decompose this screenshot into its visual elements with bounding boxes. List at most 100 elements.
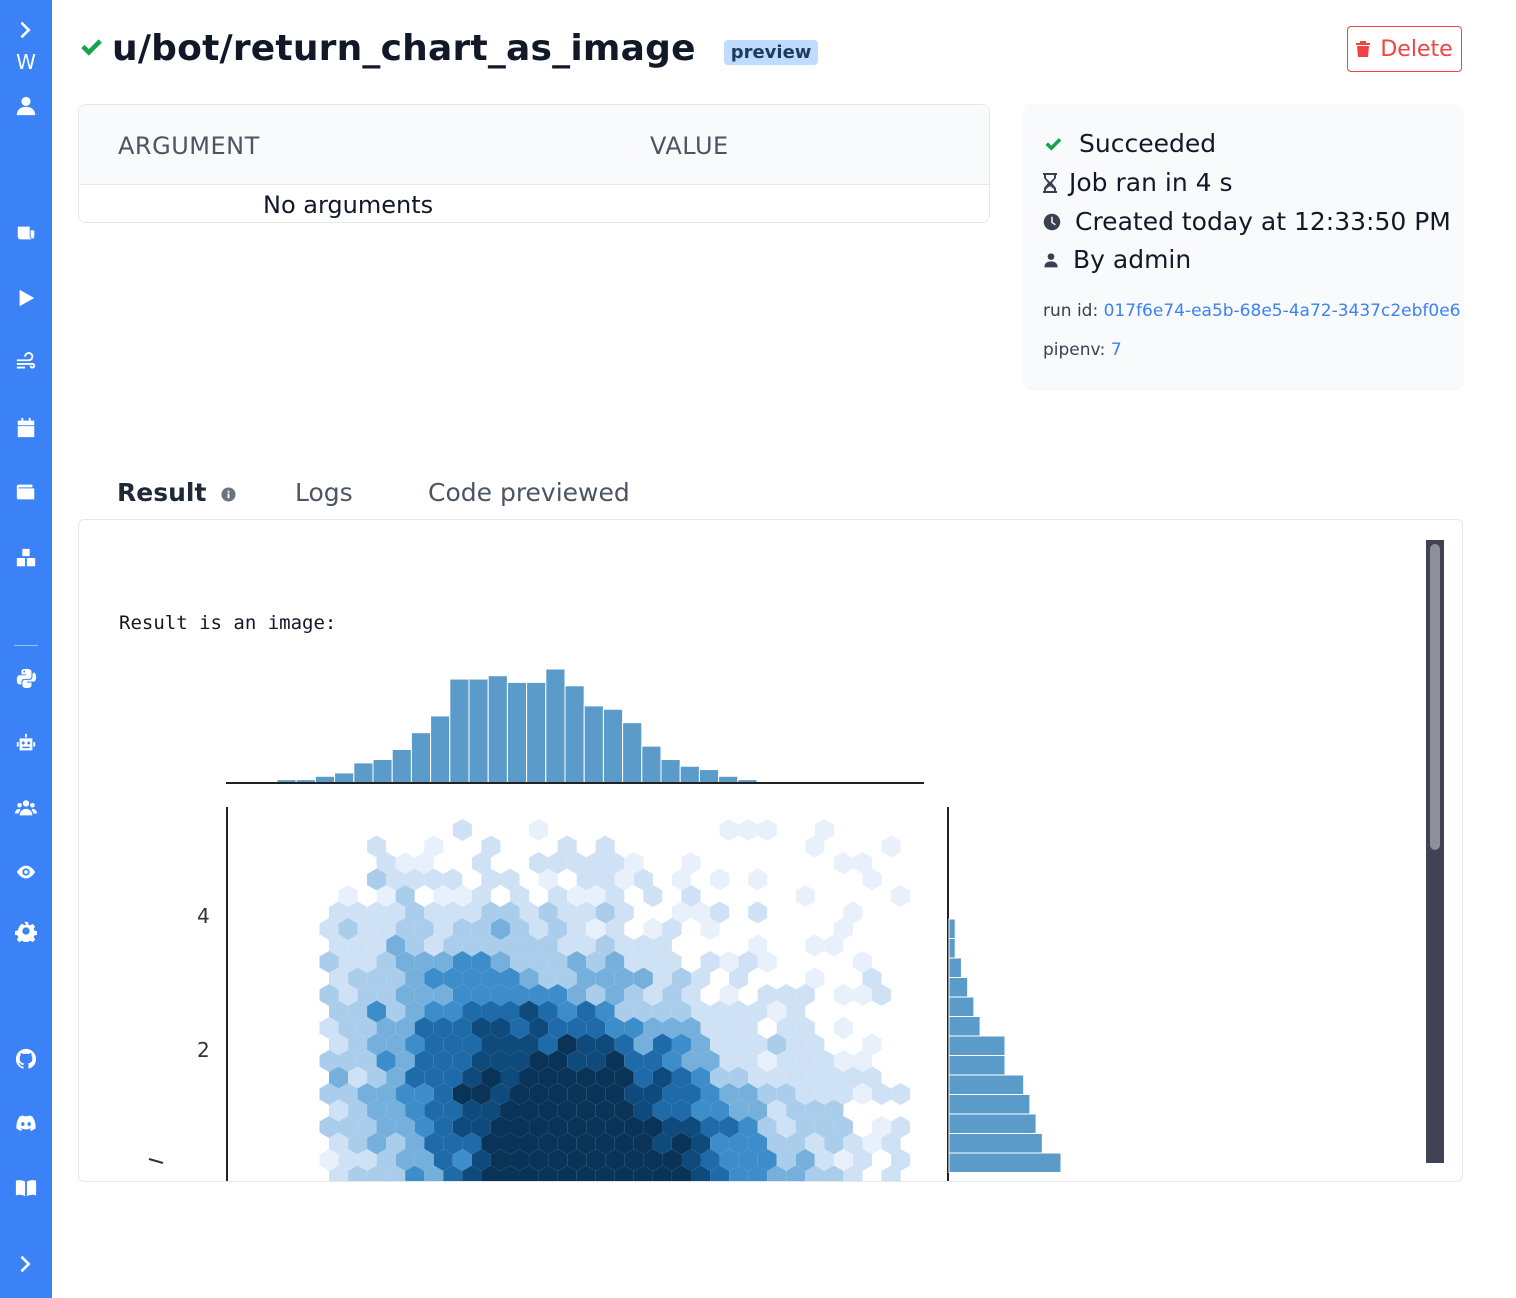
hexbin-cell [757,951,777,973]
hexbin-cell [786,1099,806,1122]
hexbin-cell [490,1083,510,1105]
tab-logs[interactable]: Logs [295,478,353,507]
hexbin-cell [348,1066,368,1089]
hexbin-cell [471,1116,491,1138]
groups-icon[interactable] [0,788,52,828]
discord-icon[interactable] [0,1103,52,1143]
hexbin-cell [757,984,777,1006]
flows-icon[interactable] [0,343,52,383]
hexbin-cell [519,967,539,990]
hexbin-cell [662,1083,682,1105]
hexbin-cell [338,1017,358,1039]
histogram-bar [948,977,969,998]
hexbin-cell [443,1033,463,1056]
hexbin-cell [348,1165,368,1181]
hexbin-cell [729,1099,749,1122]
hexbin-cell [891,1083,911,1105]
hexbin-cell [595,1165,615,1181]
user-icon[interactable] [0,86,52,126]
apps-icon[interactable] [0,538,52,578]
python-icon[interactable] [0,658,52,698]
hexbin-cell [557,967,577,990]
collapse-icon[interactable] [0,1244,52,1284]
hexbin-cell [471,885,491,907]
robot-icon[interactable] [0,723,52,763]
resources-icon[interactable] [0,472,52,512]
hexbin-cell [471,1083,491,1105]
delete-button[interactable]: Delete [1347,26,1462,72]
hexbin-cell [348,1132,368,1155]
hexbin-cell [490,951,510,973]
tab-code-previewed[interactable]: Code previewed [428,478,630,507]
settings-icon[interactable] [0,911,52,951]
runs-icon[interactable] [0,278,52,318]
hexbin-cell [376,885,396,907]
hexbin-cell [671,1000,691,1023]
hexbin-cell [576,1066,596,1089]
hexbin-cell [767,1066,787,1089]
hexbin-cell [510,1116,530,1138]
hexbin-cell [567,1083,587,1105]
hexbin-cell [767,1165,787,1181]
hexbin-cell [405,1066,425,1089]
hexbin-cell [833,1149,853,1171]
hexbin-cell [757,819,777,841]
eye-icon[interactable] [0,852,52,892]
hexbin-cell [452,1116,472,1138]
docs-icon[interactable] [0,1168,52,1208]
hexbin-cell [538,967,558,990]
hexbin-cell [557,901,577,924]
expand-icon[interactable] [0,10,52,50]
schedule-icon[interactable] [0,408,52,448]
histogram-bar [430,715,451,784]
histogram-bar [948,1016,981,1037]
hexbin-cell [757,1050,777,1072]
hexbin-cell [814,819,834,841]
scripts-icon[interactable] [0,213,52,253]
hexbin-cell [405,1099,425,1122]
hexbin-cell [329,934,349,957]
hexbin-cell [767,1099,787,1122]
pipenv-link[interactable]: 7 [1110,340,1122,360]
hexbin-cell [814,1083,834,1105]
column-header-value: VALUE [650,132,729,160]
hexbin-cell [490,1149,510,1171]
hexbin-cell [557,1132,577,1155]
hexbin-cell [643,918,663,940]
hexbin-cell [748,901,768,924]
hexbin-cell [681,1116,701,1138]
scrollbar-thumb[interactable] [1430,544,1440,850]
hexbin-cell [624,1149,644,1171]
hexbin-cell [500,1066,520,1089]
hexbin-cell [319,1083,339,1105]
hexbin-cell [605,852,625,874]
hexbin-cell [700,1050,720,1072]
run-id-link[interactable]: 017f6e74-ea5b-68e5-4a72-3437c2ebf0e6 [1103,301,1461,321]
hexbin-cell [481,1165,501,1181]
delete-button-label: Delete [1380,36,1453,62]
hexbin-cell [652,1066,672,1089]
info-icon[interactable] [221,486,236,502]
tab-result[interactable]: Result [117,478,236,507]
hexbin-cell [395,984,415,1006]
hexbin-cell [633,1132,653,1155]
hexbin-cell [786,1132,806,1155]
hexbin-cell [414,1050,434,1072]
github-icon[interactable] [0,1039,52,1079]
hexbin-cell [443,868,463,891]
hexbin-cell [852,1083,872,1105]
hexbin-cell [329,967,349,990]
hexbin-cell [710,1132,730,1155]
result-scrollbar[interactable] [1426,540,1444,1163]
hexbin-cell [681,852,701,874]
hexbin-cell [500,1132,520,1155]
hexbin-cell [862,868,882,891]
hexbin-cell [691,1165,711,1181]
hexbin-cell [357,1149,377,1171]
hexbin-cell [633,934,653,957]
hexbin-cell [795,1116,815,1138]
hexbin-cell [805,1099,825,1122]
hexbin-cell [662,1050,682,1072]
hexbin-cell [576,1099,596,1122]
hexbin-cell [586,1116,606,1138]
